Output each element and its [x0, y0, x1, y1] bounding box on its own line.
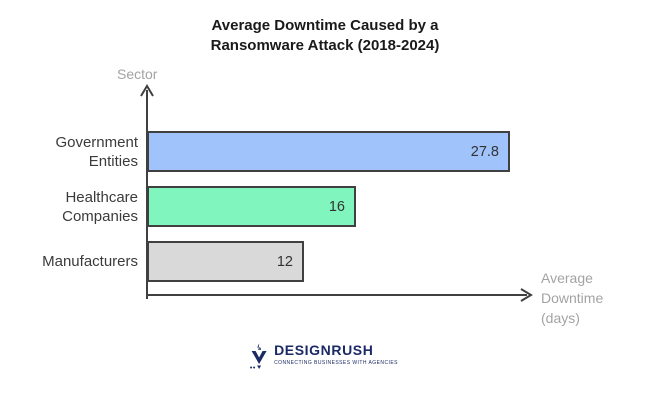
logo-text-block: DESIGNRUSH CONNECTING BUSINESSES WITH AG…: [274, 342, 398, 366]
bar-value-healthcare-companies: 16: [328, 198, 345, 215]
x-axis-arrow-icon: [520, 288, 533, 302]
x-axis-label: Average Downtime (days): [541, 270, 604, 326]
category-label-government-entities: Government Entities: [55, 133, 138, 170]
category-label-manufacturers: Manufacturers: [42, 253, 138, 270]
category-label-healthcare-companies: Healthcare Companies: [62, 188, 138, 225]
bar-healthcare-companies: 16: [147, 186, 356, 227]
y-axis-label: Sector: [117, 66, 158, 82]
logo-wordmark: DESIGNRUSH: [274, 342, 374, 358]
bar-value-government-entities: 27.8: [470, 143, 499, 160]
designrush-icon: [250, 343, 267, 369]
bar-manufacturers: 12: [147, 241, 304, 282]
y-axis-arrow-icon: [140, 84, 154, 97]
designrush-logo: DESIGNRUSH CONNECTING BUSINESSES WITH AG…: [249, 342, 398, 371]
bar-government-entities: 27.8: [147, 131, 510, 172]
bar-value-manufacturers: 12: [276, 253, 293, 270]
logo-tagline: CONNECTING BUSINESSES WITH AGENCIES: [274, 360, 398, 366]
chart-title: Average Downtime Caused by a Ransomware …: [210, 17, 440, 54]
